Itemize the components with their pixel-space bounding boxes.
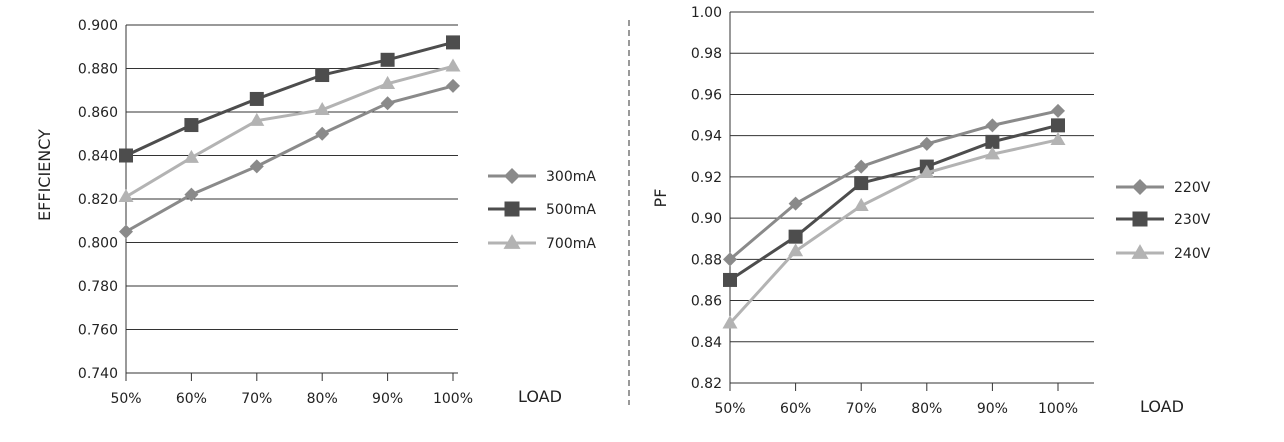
x-tick-label: 50%	[110, 391, 141, 407]
legend-marker-220V	[1132, 179, 1148, 195]
y-tick-label: 0.86	[691, 294, 722, 310]
data-point-240V	[1050, 131, 1066, 146]
data-point-300mA	[380, 96, 395, 111]
data-point-300mA	[184, 187, 199, 202]
data-point-240V	[984, 146, 1000, 160]
y-tick-label: 1.00	[691, 5, 722, 21]
data-point-700mA	[314, 101, 330, 116]
efficiency-chart: 0.740 0.760 0.780 0.800 0.820 0.840 0.860 0.880…	[35, 18, 596, 407]
y-tick-label: 0.88	[691, 252, 722, 268]
y-tick-label: 0.780	[78, 279, 118, 295]
data-point-300mA	[119, 224, 133, 239]
x-tick-label: 60%	[176, 391, 207, 407]
legend-marker-240V	[1131, 244, 1149, 259]
x-tick-label: 50%	[714, 401, 745, 417]
y-tick-label: 0.96	[691, 87, 722, 103]
data-point-230V	[723, 272, 737, 287]
data-point-700mA	[445, 58, 461, 72]
y-tick-label: 0.760	[78, 323, 118, 339]
data-point-300mA	[249, 159, 264, 174]
x-tick-label: 100%	[1038, 401, 1078, 417]
data-point-240V	[788, 243, 804, 257]
legend-marker-500mA	[504, 201, 520, 217]
y-axis-title: PF	[651, 189, 670, 208]
data-point-500mA	[380, 52, 395, 67]
y-tick-label: 0.90	[691, 211, 722, 227]
y-tick-label: 0.860	[78, 105, 118, 121]
data-point-500mA	[249, 91, 264, 106]
series-line-220V	[729, 109, 1059, 261]
y-tick-label: 0.900	[78, 18, 118, 34]
data-point-700mA	[249, 112, 265, 126]
data-point-220V	[854, 159, 869, 174]
data-point-300mA	[315, 126, 330, 141]
series-line-230V	[729, 123, 1059, 282]
data-point-230V	[788, 229, 803, 244]
legend-marker-700mA	[503, 234, 521, 249]
x-tick-label: 80%	[911, 401, 942, 417]
y-tick-label: 0.880	[78, 62, 118, 78]
data-point-500mA	[315, 68, 330, 83]
data-point-500mA	[446, 35, 460, 50]
y-tick-label: 0.740	[78, 366, 118, 382]
series-line-700mA	[125, 64, 454, 199]
data-point-220V	[919, 136, 934, 151]
data-point-240V	[722, 315, 738, 329]
data-point-700mA	[183, 149, 199, 163]
data-point-220V	[1051, 103, 1065, 118]
data-point-500mA	[184, 118, 199, 133]
data-point-700mA	[118, 188, 134, 203]
y-tick-label: 0.98	[691, 46, 722, 62]
x-tick-label: 90%	[372, 391, 403, 407]
y-tick-label: 0.840	[78, 149, 118, 165]
y-tick-label: 0.820	[78, 192, 118, 208]
data-point-230V	[854, 176, 869, 191]
x-axis-title: LOAD	[518, 387, 562, 406]
data-point-220V	[788, 196, 803, 211]
power-factor-chart: 0.82 0.84 0.86 0.88 0.90 0.92 0.94 0.96 0.98 1.00…	[651, 5, 1211, 417]
y-tick-label: 0.94	[691, 129, 722, 145]
x-tick-label: 70%	[241, 391, 272, 407]
data-point-220V	[723, 252, 737, 267]
x-tick-label: 70%	[846, 401, 877, 417]
data-point-230V	[985, 134, 1000, 149]
data-point-240V	[853, 197, 869, 211]
legend-label: 300mA	[546, 169, 596, 185]
legend-label: 230V	[1174, 212, 1211, 228]
series-line-500mA	[125, 40, 454, 157]
legend-marker-230V	[1132, 211, 1148, 227]
x-axis-title: LOAD	[1140, 397, 1184, 416]
legend-label: 500mA	[546, 202, 596, 218]
data-point-700mA	[380, 75, 396, 89]
x-tick-label: 60%	[780, 401, 811, 417]
y-tick-label: 0.800	[78, 236, 118, 252]
legend-label: 240V	[1174, 246, 1211, 262]
x-tick-label: 100%	[433, 391, 473, 407]
x-tick-label: 90%	[977, 401, 1008, 417]
legend-label: 220V	[1174, 180, 1211, 196]
y-axis-title: EFFICIENCY	[35, 129, 54, 221]
data-point-220V	[985, 118, 1000, 133]
y-tick-label: 0.84	[691, 335, 722, 351]
legend-label: 700mA	[546, 236, 596, 252]
series-line-300mA	[125, 84, 454, 233]
legend-marker-300mA	[504, 168, 520, 184]
data-point-500mA	[119, 148, 133, 163]
data-point-240V	[919, 164, 935, 178]
series-line-240V	[728, 138, 1059, 325]
y-tick-label: 0.92	[691, 170, 722, 186]
data-point-230V	[1051, 118, 1065, 133]
y-tick-label: 0.82	[691, 376, 722, 392]
x-tick-label: 80%	[307, 391, 338, 407]
data-point-300mA	[446, 78, 460, 93]
